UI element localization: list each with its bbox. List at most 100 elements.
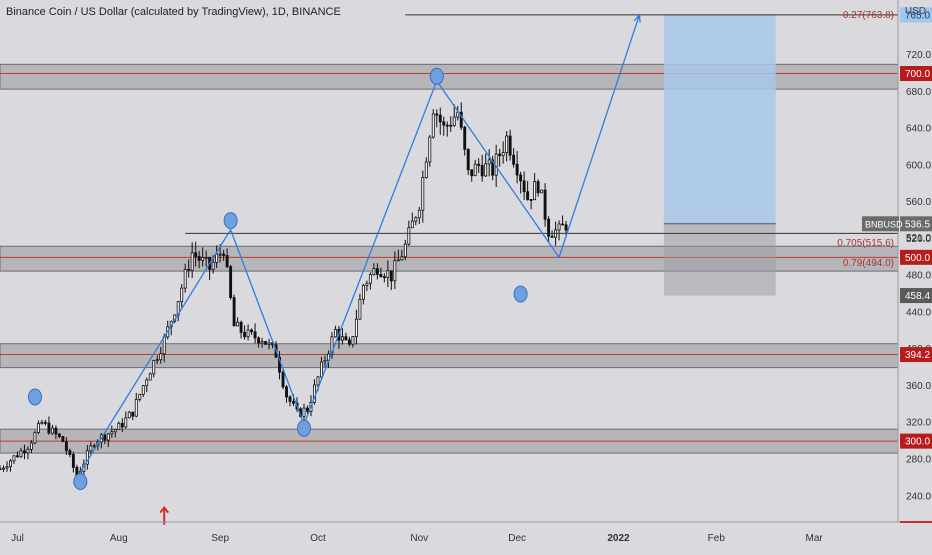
candle-body	[250, 329, 254, 333]
candle-body	[267, 342, 271, 345]
candle-body	[281, 371, 285, 388]
candle-body	[477, 163, 481, 166]
ytick-label: 720.0	[906, 50, 931, 61]
candle-body	[561, 223, 565, 226]
overlay-layer: -0.27(763.8) 0.705(515.6) 0.79(494.0)	[27, 10, 898, 525]
candle-body	[344, 336, 348, 341]
candle-body	[382, 276, 386, 278]
candle-body	[431, 113, 435, 138]
candle-body	[257, 337, 261, 344]
candle-body	[134, 398, 138, 417]
candle-body	[12, 455, 16, 462]
xtick-label: Feb	[708, 533, 726, 544]
candle-body	[138, 393, 142, 400]
candle-body	[540, 189, 544, 194]
price-axis-bg	[898, 0, 932, 550]
level-badge-label-3: 300.0	[905, 437, 930, 448]
candle-body	[225, 255, 229, 267]
sr-zone-2	[0, 343, 899, 369]
candle-body	[393, 260, 397, 282]
pivot-marker-4	[429, 67, 444, 85]
level-badge-label-1: 500.0	[905, 253, 930, 264]
candle-body	[89, 445, 93, 452]
pivot-marker-0	[27, 388, 42, 406]
candle-body	[246, 329, 250, 338]
candle-body	[557, 223, 561, 231]
level-badge-0	[900, 66, 932, 82]
candle-body	[155, 359, 159, 362]
candle-body	[278, 356, 281, 373]
candle-body	[120, 422, 124, 428]
candle-body	[396, 259, 400, 262]
candle-body	[543, 189, 547, 220]
xtick-label: Aug	[110, 533, 128, 544]
candle-body	[36, 423, 40, 433]
candle-body	[445, 124, 449, 127]
elliott-wave-path	[72, 14, 641, 484]
candle-body	[57, 433, 61, 437]
candle-body	[292, 400, 295, 404]
candle-body	[218, 253, 222, 256]
chart-title: Binance Coin / US Dollar (calculated by …	[6, 6, 341, 18]
candle-body	[222, 253, 226, 256]
candle-body	[375, 268, 379, 275]
candle-body	[365, 282, 369, 286]
candle-body	[141, 385, 145, 395]
candle-body	[201, 257, 205, 261]
candle-body	[452, 116, 456, 126]
candle-body	[407, 227, 411, 245]
candle-body	[470, 169, 474, 177]
candle-body	[285, 386, 288, 398]
candle-body	[54, 427, 58, 435]
candle-body	[372, 268, 376, 276]
candle-body	[389, 270, 393, 282]
fib-label-0: -0.27(763.8)	[840, 10, 894, 21]
candle-body	[264, 341, 268, 345]
candle-body	[323, 360, 327, 363]
candle-body	[253, 331, 257, 339]
candle-body	[127, 411, 131, 419]
candle-body	[148, 373, 152, 381]
candle-body	[232, 297, 236, 327]
candle-body	[211, 262, 215, 270]
candle-body	[386, 270, 390, 278]
candle-body	[85, 450, 89, 465]
level-badge-2	[900, 347, 932, 363]
ytick-label: 520.0	[906, 234, 931, 245]
level-badge-label-2: 394.2	[905, 350, 930, 361]
candle-body	[550, 235, 554, 238]
candle-body	[236, 321, 240, 327]
candle-body	[260, 341, 264, 344]
candle-body	[288, 396, 292, 402]
candle-body	[197, 256, 201, 261]
candle-body	[438, 114, 442, 123]
candle-body	[71, 454, 75, 468]
candle-body	[526, 191, 530, 200]
xtick-label: Oct	[310, 533, 326, 544]
candles-layer	[0, 102, 568, 479]
candle-body	[43, 421, 47, 424]
candle-body	[26, 448, 30, 454]
ytick-label-obscured: 521.0	[906, 233, 931, 244]
candle-body	[512, 154, 516, 165]
price-badge-label-0: 765.0	[905, 10, 930, 21]
candle-body	[5, 466, 9, 469]
candle-body	[347, 339, 351, 345]
candle-body	[152, 360, 156, 375]
candle-body	[421, 177, 425, 211]
candle-body	[442, 121, 446, 126]
xtick-label: Dec	[508, 533, 526, 544]
candle-body	[190, 252, 194, 271]
candle-body	[64, 441, 68, 452]
candle-body	[519, 174, 523, 182]
ytick-label: 480.0	[906, 271, 931, 282]
signal-arrow-head	[159, 506, 170, 514]
pivot-marker-3	[296, 419, 311, 437]
candle-body	[379, 273, 383, 277]
candle-body	[340, 336, 344, 341]
candle-body	[459, 111, 463, 128]
candle-body	[103, 434, 107, 441]
symbol-tag-label: BNBUSD	[865, 219, 903, 229]
